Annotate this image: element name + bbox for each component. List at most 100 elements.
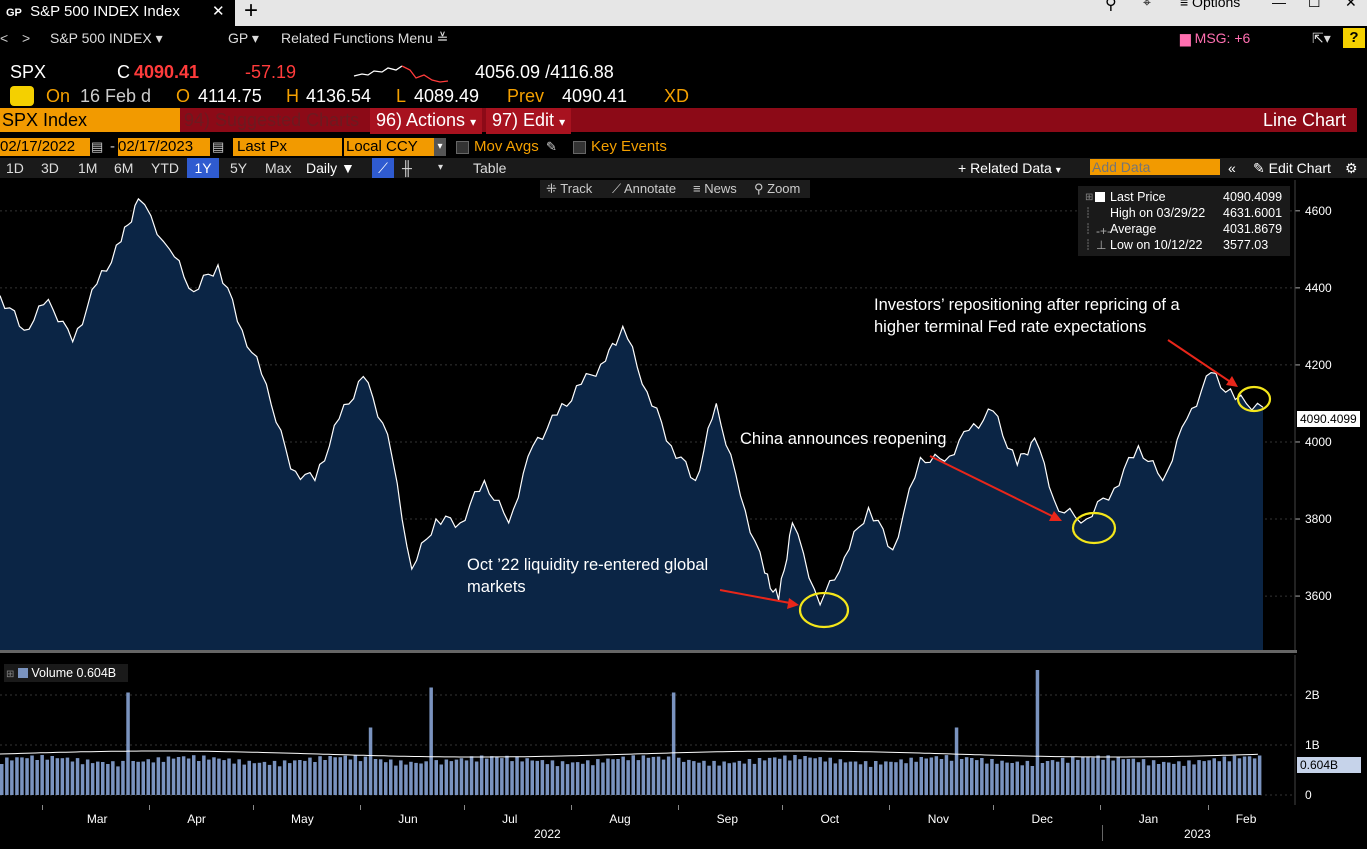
export-icon[interactable]: ⇱▾ [1312, 30, 1331, 46]
back-icon[interactable]: < [0, 30, 9, 46]
period-3d[interactable]: 3D [41, 160, 59, 176]
edit-chart-button[interactable]: ✎ Edit Chart [1253, 160, 1331, 176]
start-date-input[interactable]: 02/17/2022 [0, 138, 90, 156]
expand-icon[interactable]: ⊞ [6, 669, 15, 680]
related-data-menu[interactable]: + Related Data ▾ [958, 160, 1061, 176]
chart-type-label[interactable]: Line Chart [1263, 110, 1347, 130]
edit-menu[interactable]: 97) Edit ▾ [486, 108, 572, 134]
period-5y[interactable]: 5Y [230, 160, 248, 176]
field-input[interactable]: Last Px [233, 138, 342, 156]
period-max[interactable]: Max [265, 160, 292, 176]
volume-bar [1141, 759, 1146, 795]
zoom-button[interactable]: ⚲ Zoom [754, 181, 801, 196]
add-data-input[interactable] [1090, 159, 1220, 175]
end-date-input[interactable]: 02/17/2023 [118, 138, 210, 156]
volume-bar [1121, 759, 1125, 795]
close-window-icon[interactable]: ✕ [1345, 0, 1357, 10]
volume-bar [1071, 756, 1075, 795]
annotation-oct-line2: markets [467, 578, 526, 596]
new-tab-button[interactable]: + [244, 0, 259, 24]
annotation-arrow-dec [929, 455, 1062, 521]
volume-bar [101, 762, 105, 795]
volume-grid [0, 694, 1295, 796]
period-1y[interactable]: 1Y [187, 158, 219, 178]
period-6m[interactable]: 6M [114, 160, 134, 176]
currency-select[interactable]: Local CCY [344, 138, 434, 156]
price-chart[interactable]: 3600 3800 4000 4200 4400 4600 [0, 180, 1367, 650]
security-menu[interactable]: S&P 500 INDEX ▾ [50, 30, 163, 46]
volume-bar [212, 757, 216, 795]
mov-avgs-checkbox[interactable] [456, 141, 469, 154]
volume-bar [722, 761, 726, 795]
search-icon[interactable]: ⚲ [1105, 0, 1117, 13]
volume-bar [838, 759, 843, 795]
calendar-icon[interactable]: ▤ [91, 139, 104, 154]
gauge-icon[interactable] [10, 86, 34, 106]
suggested-charts-button[interactable]: 94) Suggested Charts [184, 110, 360, 130]
volume-bar [793, 755, 797, 795]
annotation-text-oct[interactable]: Oct ’22 liquidity re-entered global mark… [467, 554, 708, 598]
annotation-circle-oct[interactable] [798, 591, 850, 629]
annotation-text-china[interactable]: China announces reopening [740, 430, 947, 448]
volume-bar [479, 755, 484, 795]
annotation-circle-dec[interactable] [1071, 511, 1117, 545]
volume-bar [96, 761, 100, 795]
annotation-fed-line2: higher terminal Fed rate expectations [874, 318, 1147, 336]
news-button[interactable]: ≡ News [693, 181, 737, 196]
volume-tick-label: 0 [1305, 788, 1312, 802]
volume-bar [1156, 764, 1161, 795]
gear-icon[interactable]: ⚙ [1345, 160, 1358, 176]
period-1d[interactable]: 1D [6, 160, 24, 176]
ticker: SPX [10, 62, 47, 82]
minimize-icon[interactable]: — [1272, 0, 1286, 10]
table-button[interactable]: Table [473, 160, 507, 176]
volume-bar [1237, 758, 1242, 795]
bar-chart-icon[interactable]: ╫ [402, 160, 412, 176]
pencil-icon[interactable]: ✎ [546, 139, 557, 154]
security-field[interactable]: SPX Index [0, 108, 180, 132]
annotate-button[interactable]: ⟋ Annotate [612, 181, 677, 196]
chevron-down-icon[interactable]: ▾ [438, 162, 444, 173]
function-menu[interactable]: GP ▾ [228, 30, 259, 46]
pane-splitter[interactable] [0, 650, 1297, 653]
year-label: 2022 [534, 827, 561, 841]
chevron-down-icon[interactable]: ▾ [434, 138, 446, 156]
volume-bar [454, 759, 459, 795]
volume-bar [192, 755, 196, 795]
window-tab[interactable]: GP S&P 500 INDEX Index ✕ [0, 0, 235, 26]
volume-bar [1035, 670, 1040, 795]
volume-bar [80, 764, 85, 795]
msg-indicator[interactable]: ▆ MSG: +6 [1180, 30, 1251, 46]
volume-chart[interactable]: 0 1B 2B [0, 655, 1367, 805]
line-chart-icon[interactable]: ⟋ [372, 158, 394, 178]
sparkline-white [353, 65, 403, 77]
actions-menu[interactable]: 96) Actions ▾ [370, 108, 483, 134]
period-ytd[interactable]: YTD [151, 160, 179, 176]
key-events-checkbox[interactable] [573, 141, 586, 154]
annotation-text-fed[interactable]: Investors’ repositioning after repricing… [874, 294, 1180, 338]
volume-bar [1146, 765, 1151, 795]
volume-bar [1076, 759, 1080, 795]
maximize-icon[interactable]: ☐ [1308, 0, 1321, 10]
help-button[interactable]: ? [1343, 28, 1365, 48]
forward-icon[interactable]: > [22, 30, 31, 46]
annotation-circle-feb[interactable] [1236, 385, 1272, 413]
date-controls: 02/17/2022 ▤ - 02/17/2023 ▤ Last Px Loca… [0, 138, 1360, 158]
related-functions-menu[interactable]: Related Functions Menu ≚ [281, 30, 449, 46]
x-tick-label: Apr [187, 812, 206, 826]
volume-bar [1045, 761, 1050, 795]
close-tab-icon[interactable]: ✕ [212, 3, 225, 20]
volume-bar [288, 763, 292, 795]
track-button[interactable]: ⁜ Track [546, 181, 593, 196]
collapse-icon[interactable]: « [1228, 160, 1236, 176]
options-menu[interactable]: ≡ Options [1180, 0, 1241, 10]
volume-bar [136, 761, 140, 795]
frequency-select[interactable]: Daily ▼ [306, 160, 355, 176]
period-1m[interactable]: 1M [78, 160, 98, 176]
calendar-icon[interactable]: ▤ [212, 139, 225, 154]
volume-bar [303, 760, 307, 795]
volume-bar [732, 762, 736, 795]
x-tick-mark [889, 805, 891, 810]
volume-bar [384, 762, 388, 795]
pin-icon[interactable]: ⌖ [1143, 0, 1151, 10]
